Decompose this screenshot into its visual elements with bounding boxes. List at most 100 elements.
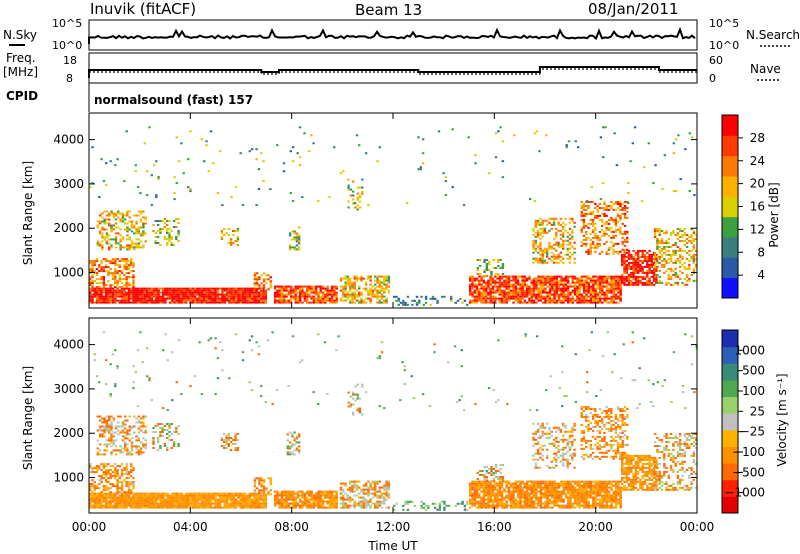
range-cell	[598, 244, 602, 247]
range-cell	[177, 291, 181, 294]
range-cell	[109, 301, 112, 304]
range-cell	[223, 492, 226, 495]
range-cell	[637, 261, 640, 264]
range-cell	[358, 492, 361, 495]
range-cell	[693, 194, 696, 197]
range-cell	[278, 504, 281, 507]
range-cell	[253, 297, 256, 300]
range-cell	[621, 277, 624, 280]
range-cell	[655, 269, 658, 272]
range-cell	[98, 214, 102, 217]
range-cell	[258, 479, 261, 482]
range-cell	[120, 471, 124, 474]
range-cell	[216, 299, 220, 302]
range-cell	[209, 301, 213, 304]
range-cell	[139, 295, 142, 298]
range-cell	[612, 218, 615, 221]
range-cell	[280, 492, 284, 495]
range-cell	[571, 291, 574, 294]
range-cell	[100, 463, 103, 466]
range-cell	[276, 500, 279, 503]
range-cell	[690, 136, 694, 139]
range-cell	[601, 218, 604, 221]
range-cell	[246, 506, 249, 509]
range-cell	[487, 301, 490, 304]
range-cell	[257, 502, 261, 505]
range-cell	[544, 287, 547, 290]
range-cell	[255, 276, 259, 279]
range-cell	[487, 287, 490, 290]
range-cell	[89, 272, 92, 275]
range-cell	[310, 502, 313, 505]
range-cell	[674, 259, 677, 262]
range-cell	[127, 289, 131, 292]
range-cell	[546, 219, 549, 222]
range-cell	[285, 506, 288, 509]
nsearch-tick-top: 10^5	[709, 17, 739, 30]
range-cell	[658, 251, 661, 254]
range-cell	[537, 299, 540, 302]
range-cell	[148, 295, 151, 298]
range-cell	[120, 481, 124, 484]
range-cell	[541, 227, 544, 230]
range-cell	[232, 301, 235, 304]
range-cell	[546, 275, 549, 278]
range-cell	[295, 449, 299, 452]
range-cell	[355, 494, 359, 497]
range-cell	[580, 218, 583, 221]
range-cell	[587, 248, 590, 251]
range-cell	[552, 237, 556, 240]
range-cell	[653, 279, 657, 282]
range-cell	[690, 255, 693, 258]
range-cell	[102, 463, 106, 466]
range-cell	[330, 492, 334, 495]
range-cell	[96, 453, 99, 456]
range-cell	[478, 279, 481, 282]
range-cell	[127, 268, 131, 271]
range-cell	[120, 297, 124, 300]
range-cell	[109, 473, 112, 476]
range-cell	[616, 212, 620, 215]
range-cell	[127, 301, 131, 304]
range-cell	[182, 301, 185, 304]
range-cell	[109, 498, 112, 501]
range-cell	[643, 281, 647, 284]
range-cell	[246, 291, 249, 294]
range-cell	[182, 291, 185, 294]
range-cell	[358, 206, 362, 209]
range-cell	[164, 291, 167, 294]
range-cell	[576, 301, 579, 304]
range-cell	[177, 502, 181, 505]
range-cell	[568, 257, 572, 260]
range-cell	[107, 291, 110, 294]
range-cell	[89, 284, 92, 287]
range-cell	[623, 253, 626, 256]
range-cell	[239, 152, 242, 155]
range-cell	[594, 250, 597, 253]
range-cell	[298, 246, 301, 249]
range-cell	[491, 279, 495, 282]
range-cell	[292, 289, 295, 292]
range-cell	[234, 289, 238, 292]
range-cell	[171, 299, 174, 302]
range-cell	[566, 247, 569, 250]
range-cell	[480, 291, 483, 294]
nsearch-tick-bottom: 10^0	[709, 39, 739, 52]
range-cell	[619, 277, 622, 280]
range-cell	[166, 224, 169, 226]
range-cell	[555, 283, 558, 286]
range-cell	[124, 431, 127, 434]
range-cell	[500, 297, 504, 300]
range-cell	[562, 225, 565, 228]
range-cell	[674, 234, 677, 236]
range-cell	[352, 180, 355, 183]
range-cell	[134, 506, 137, 509]
range-cell	[119, 240, 122, 243]
range-cell	[228, 498, 231, 501]
range-cell	[262, 289, 265, 292]
range-cell	[571, 235, 574, 238]
range-cell	[102, 280, 106, 283]
range-cell	[134, 502, 137, 505]
range-cell	[358, 194, 362, 197]
range-cell	[278, 293, 281, 296]
